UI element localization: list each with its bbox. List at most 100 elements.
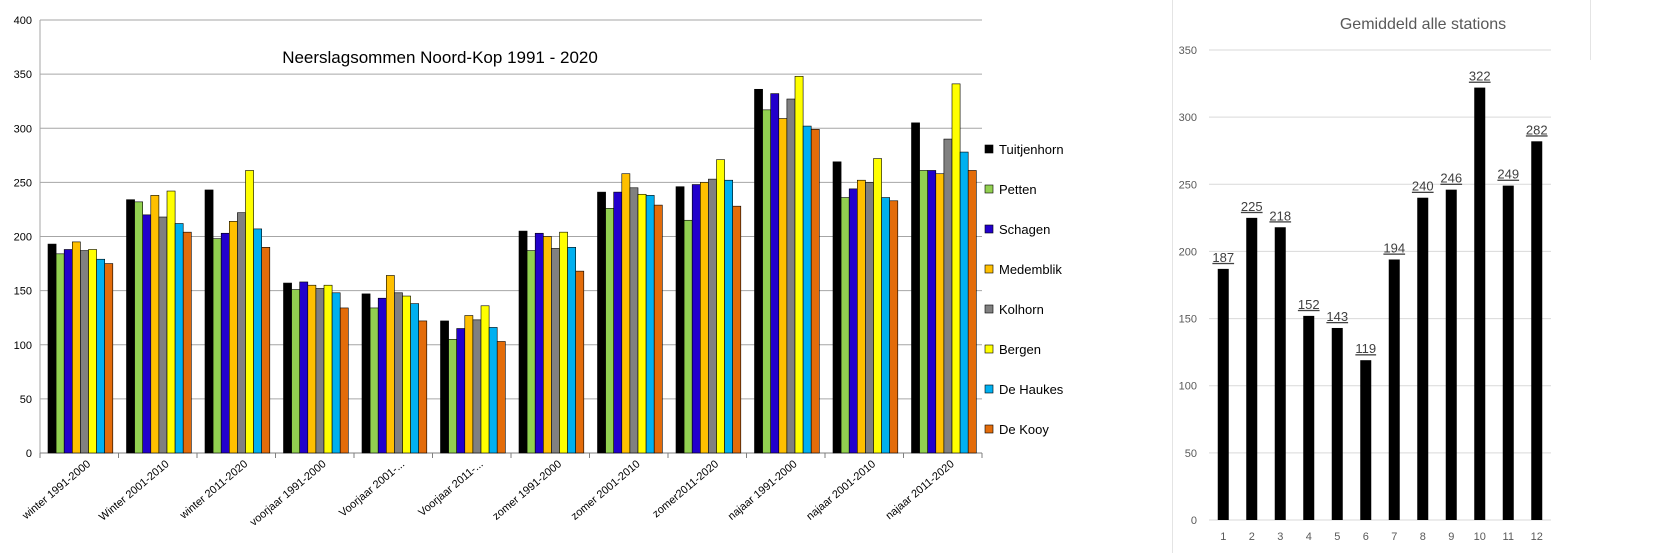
bar-medemblik: [229, 221, 238, 454]
x-tick-label: Voorjaar 2001-...: [337, 458, 407, 519]
bar-petten: [55, 253, 65, 454]
bar: [1217, 268, 1229, 520]
bar-kolhorn: [629, 187, 639, 454]
x-axis: [39, 20, 983, 458]
legend-label: De Haukes: [999, 382, 1064, 397]
bar-de-kooy: [889, 200, 899, 454]
bar-medemblik: [542, 236, 552, 454]
station-average-chart[interactable]: Gemiddeld alle stations 0 50 100 150 200 250 3…: [1173, 0, 1671, 553]
y-tick-label: 300: [1179, 112, 1197, 124]
bar-petten: [369, 307, 379, 454]
y-tick-label: 350: [1179, 45, 1197, 57]
bar-bergen: [951, 83, 961, 454]
bar-bergen: [559, 231, 568, 454]
bar-de-kooy: [967, 170, 977, 454]
bar-petten: [212, 238, 222, 454]
bar-de-haukes: [410, 303, 420, 454]
bar-kolhorn: [158, 216, 168, 454]
bar-kolhorn: [786, 98, 796, 454]
sheet-gridline: [1590, 0, 1591, 60]
y-tick-label: 50: [1185, 448, 1197, 460]
bar-petten: [762, 109, 771, 454]
bar-petten: [683, 219, 693, 454]
data-label: 194: [1383, 240, 1405, 255]
bar-kolhorn: [315, 288, 325, 454]
bar-de-kooy: [182, 231, 192, 454]
bar-medemblik: [699, 182, 709, 454]
bar-de-haukes: [881, 197, 890, 454]
bar-kolhorn: [551, 248, 560, 454]
y-gridlines: [1209, 49, 1551, 521]
y-tick-label: 100: [1179, 381, 1197, 393]
bar-schagen: [142, 214, 152, 454]
bar: [1417, 197, 1429, 520]
x-tick-label: voorjaar 1991-2000: [248, 458, 329, 529]
legend-label: Medemblik: [999, 262, 1062, 277]
x-tick-label: 12: [1531, 531, 1543, 543]
bar-medemblik: [72, 241, 81, 454]
x-tick-label: zomer 1991-2000: [490, 458, 564, 523]
x-tick-label: Voorjaar 2011-...: [416, 458, 485, 519]
precipitation-chart[interactable]: 0 50 100 150 200 250 300 350 400 winter 1991-200…: [0, 0, 1172, 553]
bar-medemblik: [464, 315, 474, 454]
x-tick-label: 9: [1448, 531, 1454, 543]
data-label: 225: [1241, 199, 1263, 214]
bar-tuitjenhorn: [597, 191, 606, 454]
bar-kolhorn: [472, 319, 482, 454]
y-tick-label: 0: [1191, 515, 1197, 527]
x-tick-label: zomer2011-2020: [650, 458, 721, 520]
bar-de-kooy: [104, 263, 114, 454]
legend-swatch: [984, 144, 994, 154]
x-tick-label: 6: [1363, 531, 1369, 543]
bar-de-kooy: [418, 320, 428, 454]
x-tick-label: 7: [1391, 531, 1397, 543]
y-tick-label: 250: [14, 177, 32, 189]
bar-bergen: [88, 249, 97, 454]
y-tick-label: 250: [1179, 179, 1197, 191]
legend-swatch: [984, 184, 994, 194]
y-tick-label: 200: [14, 232, 32, 244]
bar-tuitjenhorn: [126, 199, 135, 454]
bar-kolhorn: [237, 212, 246, 454]
bar: [1274, 227, 1286, 520]
bar-bergen: [716, 159, 725, 454]
chart-title: Neerslagsommen Noord-Kop 1991 - 2020: [282, 48, 598, 67]
y-tick-label: 150: [1179, 314, 1197, 326]
bar-tuitjenhorn: [675, 186, 685, 454]
sheet-gridline: [1172, 0, 1173, 553]
bar-petten: [605, 208, 614, 454]
y-tick-label: 300: [14, 123, 32, 135]
bar-kolhorn: [943, 138, 953, 454]
bar: [1388, 259, 1400, 520]
legend-swatch: [984, 344, 994, 354]
bar-petten: [291, 289, 301, 454]
bar-schagen: [848, 188, 858, 454]
x-tick-labels: 1 2 3 4 5 6 7 8 9 10 11 12: [1220, 531, 1543, 543]
x-tick-label: 10: [1474, 531, 1486, 543]
bar-tuitjenhorn: [361, 293, 371, 454]
bar-schagen: [534, 232, 544, 454]
bar-schagen: [613, 191, 623, 454]
bar-tuitjenhorn: [754, 88, 763, 454]
bar: [1474, 87, 1486, 520]
bar-kolhorn: [865, 182, 874, 454]
data-label: 143: [1326, 309, 1348, 324]
bar-schagen: [377, 297, 387, 454]
bar-tuitjenhorn: [204, 189, 214, 454]
bar: [1331, 327, 1343, 520]
data-label: 282: [1526, 122, 1548, 137]
legend[interactable]: Tuitjenhorn Petten Schagen Medemblik Kolhorn…: [984, 142, 1064, 437]
x-tick-label: winter 1991-2000: [20, 458, 94, 522]
x-tick-label: 8: [1420, 531, 1426, 543]
data-label: 119: [1355, 341, 1376, 356]
data-label: 322: [1469, 69, 1491, 84]
bar-petten: [840, 197, 850, 454]
legend-label: Bergen: [999, 342, 1041, 357]
bar-medemblik: [621, 173, 631, 454]
bar-schagen: [770, 93, 780, 454]
bar: [1303, 315, 1315, 520]
bar-schagen: [220, 232, 230, 454]
x-tick-label: najaar 1991-2000: [726, 458, 800, 523]
bar-kolhorn: [708, 178, 717, 454]
